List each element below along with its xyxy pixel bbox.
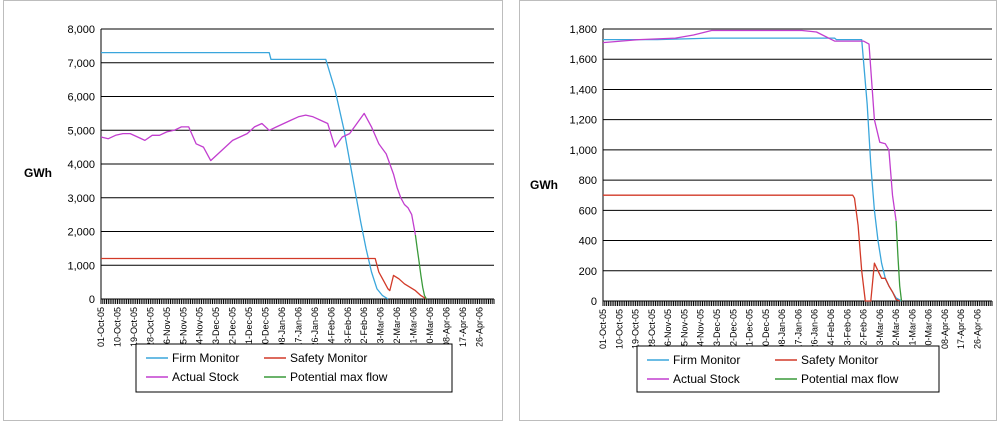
x-tick-label: 04-Feb-06 — [326, 307, 336, 349]
x-tick-label: 08-Jan-06 — [777, 309, 787, 350]
x-tick-label: 30-Dec-05 — [761, 309, 771, 351]
x-tick-label: 01-Oct-05 — [598, 309, 608, 349]
x-tick-label: 08-Apr-06 — [441, 307, 451, 347]
y-tick-label: 400 — [579, 236, 597, 248]
legend-label: Firm Monitor — [172, 351, 239, 365]
series-line-safety-monitor — [603, 194, 900, 302]
series-line-actual-stock — [100, 112, 417, 236]
y-tick-label: 3,000 — [67, 193, 95, 205]
x-tick-label: 22-Feb-06 — [359, 307, 369, 349]
x-tick-label: 21-Mar-06 — [409, 307, 419, 349]
y-tick-label: 1,000 — [67, 260, 95, 272]
y-tick-label: 1,600 — [569, 54, 597, 66]
x-tick-label: 12-Dec-05 — [728, 309, 738, 351]
x-tick-label: 24-Nov-05 — [696, 309, 706, 351]
x-tick-label: 17-Jan-06 — [793, 309, 803, 350]
legend-label: Firm Monitor — [673, 353, 740, 367]
y-axis-label: GWh — [530, 178, 558, 192]
series-line-potential-max-flow — [895, 220, 903, 302]
series-line-actual-stock — [602, 29, 897, 221]
y-tick-label: 5,000 — [67, 125, 95, 137]
series-line-safety-monitor — [101, 257, 427, 300]
x-tick-label: 08-Jan-06 — [277, 307, 287, 348]
x-tick-label: 03-Dec-05 — [712, 309, 722, 351]
y-tick-label: 4,000 — [67, 159, 95, 171]
x-tick-label: 21-Mar-06 — [907, 309, 917, 351]
x-tick-label: 15-Nov-05 — [178, 307, 188, 349]
y-tick-label: 0 — [89, 294, 95, 306]
x-tick-label: 28-Oct-05 — [647, 309, 657, 349]
legend-label: Actual Stock — [172, 370, 240, 384]
y-tick-label: 1,000 — [569, 145, 597, 157]
y-tick-label: 1,800 — [569, 24, 597, 36]
x-tick-label: 04-Feb-06 — [826, 309, 836, 351]
x-tick-label: 26-Jan-06 — [310, 307, 320, 348]
legend-label: Safety Monitor — [801, 353, 878, 367]
chart-left-svg: 0 1,000 2,000 3,000 4,000 5,000 6,000 7,000 8,00… — [24, 24, 495, 393]
x-tick-label: 10-Oct-05 — [112, 307, 122, 347]
x-tick-label: 24-Nov-05 — [195, 307, 205, 349]
y-tick-label: 600 — [579, 205, 597, 217]
series-line-firm-monitor — [101, 51, 389, 300]
x-tick-label: 17-Apr-06 — [458, 307, 468, 347]
x-tick-label: 06-Nov-05 — [663, 309, 673, 351]
legend-box — [135, 343, 453, 393]
y-tick-label: 2,000 — [67, 227, 95, 239]
x-tick-label: 21-Dec-05 — [244, 307, 254, 349]
y-tick-label: 1,400 — [569, 84, 597, 96]
legend-label: Safety Monitor — [290, 351, 367, 365]
x-tick-label: 03-Mar-06 — [875, 309, 885, 351]
x-tick-label: 19-Oct-05 — [631, 309, 641, 349]
series-line-firm-monitor — [603, 37, 902, 302]
x-tick-label: 03-Mar-06 — [376, 307, 386, 349]
x-tick-label: 03-Dec-05 — [211, 307, 221, 349]
x-tick-label: 26-Jan-06 — [810, 309, 820, 350]
x-tick-label: 21-Dec-05 — [745, 309, 755, 351]
x-tick-label: 30-Mar-06 — [425, 307, 435, 349]
y-tick-label: 200 — [579, 266, 597, 278]
x-tick-label: 26-Apr-06 — [973, 309, 983, 349]
y-tick-label: 0 — [591, 296, 597, 308]
y-tick-label: 800 — [579, 175, 597, 187]
y-tick-label: 1,200 — [569, 115, 597, 127]
x-tick-label: 12-Mar-06 — [891, 309, 901, 351]
x-tick-label: 12-Dec-05 — [228, 307, 238, 349]
y-tick-label: 7,000 — [67, 58, 95, 70]
legend-label: Potential max flow — [290, 370, 388, 384]
chart-right-svg: 0 200 400 600 800 1,000 1,200 1,400 1,600 1,800 01… — [530, 24, 993, 393]
y-tick-label: 8,000 — [67, 24, 95, 36]
x-tick-label: 17-Apr-06 — [956, 309, 966, 349]
x-tick-label: 28-Oct-05 — [145, 307, 155, 347]
x-tick-label: 17-Jan-06 — [293, 307, 303, 348]
x-tick-label: 30-Mar-06 — [924, 309, 934, 351]
y-axis-label: GWh — [24, 166, 52, 180]
legend-label: Potential max flow — [801, 372, 899, 386]
y-tick-label: 6,000 — [67, 92, 95, 104]
x-tick-label: 30-Dec-05 — [261, 307, 271, 349]
legend-box — [636, 345, 940, 393]
x-tick-label: 13-Feb-06 — [842, 309, 852, 351]
x-tick-label: 12-Mar-06 — [392, 307, 402, 349]
x-tick-label: 06-Nov-05 — [162, 307, 172, 349]
x-tick-label: 13-Feb-06 — [343, 307, 353, 349]
x-tick-label: 10-Oct-05 — [614, 309, 624, 349]
chart-panel-right: 0 200 400 600 800 1,000 1,200 1,400 1,600 1,800 01… — [519, 0, 997, 421]
x-tick-label: 26-Apr-06 — [474, 307, 484, 347]
x-tick-label: 22-Feb-06 — [859, 309, 869, 351]
x-tick-label: 15-Nov-05 — [679, 309, 689, 351]
legend-label: Actual Stock — [673, 372, 741, 386]
x-tick-label: 08-Apr-06 — [940, 309, 950, 349]
x-tick-label: 19-Oct-05 — [129, 307, 139, 347]
series-line-potential-max-flow — [414, 234, 427, 300]
chart-panel-left: 0 1,000 2,000 3,000 4,000 5,000 6,000 7,000 8,00… — [3, 0, 503, 421]
x-tick-label: 01-Oct-05 — [96, 307, 106, 347]
